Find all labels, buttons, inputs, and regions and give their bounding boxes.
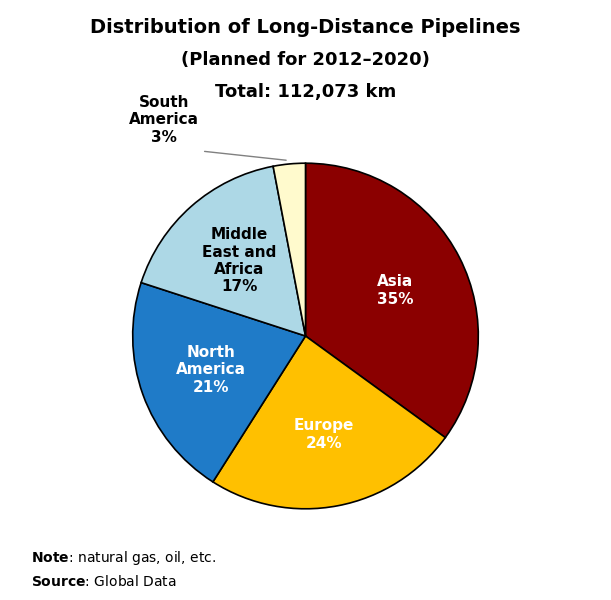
Wedge shape <box>273 163 306 336</box>
Text: Europe
24%: Europe 24% <box>294 418 354 451</box>
Wedge shape <box>141 166 306 336</box>
Wedge shape <box>133 283 306 482</box>
Wedge shape <box>306 163 478 437</box>
Text: $\bf{Source}$: Global Data: $\bf{Source}$: Global Data <box>31 574 176 589</box>
Text: Distribution of Long-Distance Pipelines: Distribution of Long-Distance Pipelines <box>90 18 521 37</box>
Text: $\bf{Note}$: natural gas, oil, etc.: $\bf{Note}$: natural gas, oil, etc. <box>31 549 216 567</box>
Text: Total: 112,073 km: Total: 112,073 km <box>215 83 396 101</box>
Text: North
America
21%: North America 21% <box>176 345 246 395</box>
Text: Asia
35%: Asia 35% <box>376 274 413 307</box>
Text: South
America
3%: South America 3% <box>129 95 199 145</box>
Text: Middle
East and
Africa
17%: Middle East and Africa 17% <box>202 227 276 295</box>
Wedge shape <box>213 336 445 509</box>
Text: (Planned for 2012–2020): (Planned for 2012–2020) <box>181 51 430 69</box>
